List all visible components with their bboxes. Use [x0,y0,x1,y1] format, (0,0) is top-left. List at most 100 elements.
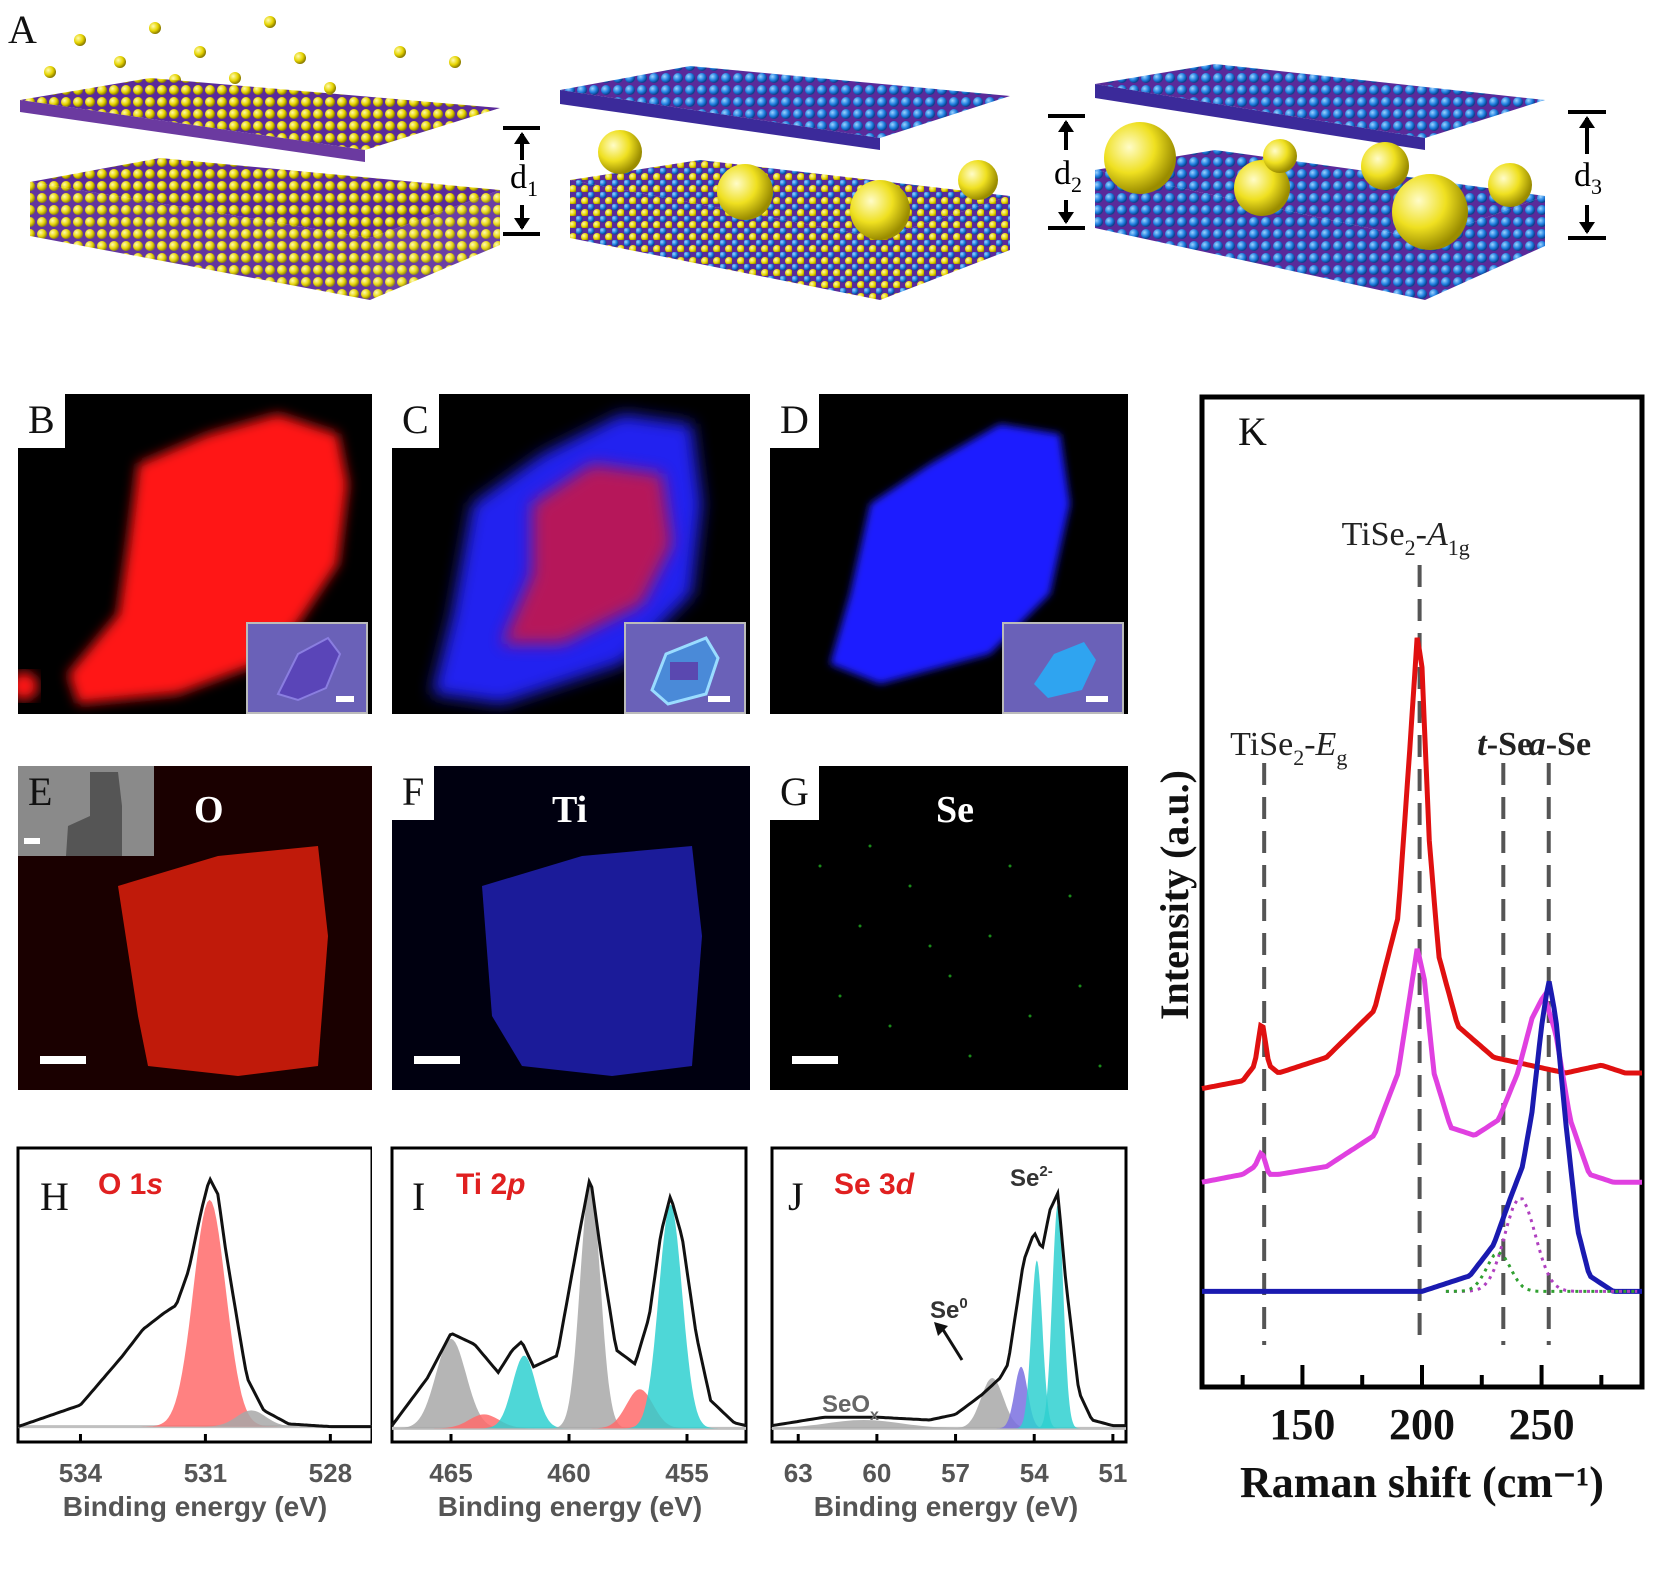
fit-component-curve [1445,1250,1638,1293]
peak-label: TiSe2-Eg [1230,726,1347,770]
panel-i-letter: I [412,1174,425,1219]
optical-inset [246,622,368,714]
x-tick-label: 200 [1389,1400,1455,1449]
x-tick-label: 455 [665,1458,708,1488]
xps-component-peak [420,1414,548,1429]
x-tick-label: 534 [59,1458,103,1488]
inset-scale-bar [708,696,730,702]
xps-fill-layer [770,1204,1126,1430]
panel-h-letter: H [40,1174,69,1219]
x-ticks: 63 60 57 54 51 [784,1434,1127,1488]
peak-label: a-Se [1529,726,1591,763]
inset-scale-bar [1086,696,1108,702]
spacing-label-1: d1 [510,159,538,201]
x-tick-label: 460 [547,1458,590,1488]
x-axis-label: Raman shift (cm⁻¹) [1240,1458,1604,1507]
xps-component-peak [547,1182,633,1429]
raman-series-line [1201,948,1642,1185]
spacing-marker-1 [503,126,540,236]
raman-series-line [1201,637,1642,1092]
inset-scale-bar [336,696,354,702]
scale-bar [414,1056,460,1064]
element-label-o: O [194,789,224,831]
panel-e-image: E E O [18,766,372,1090]
spacing-marker-2 [1048,114,1085,230]
titanium-map [482,846,702,1076]
xps-component-peak [945,1378,1040,1429]
x-tick-label: 531 [184,1458,227,1488]
optical-inset [624,622,746,714]
peak-label-se0: Se0 [930,1295,968,1324]
xps-component-peak [474,1355,574,1429]
structure-1 [20,16,500,300]
panel-i-xps: 465 460 455 I Ti 2p Binding energy (eV) [390,1146,748,1522]
plot-frame [770,1146,1128,1444]
raman-series-line [1202,980,1642,1294]
floating-se-atoms [44,16,461,94]
spacing-label-2: d2 [1054,155,1082,197]
panel-i-title: Ti 2p [456,1168,525,1201]
xps-component-peak [390,1338,515,1429]
panel-h-title: O 1s [98,1168,163,1201]
peak-labels: TiSe2-Eg TiSe2-A1g t-Sea-Se [1230,516,1591,770]
xps-fill-layer [390,1182,746,1430]
peak-guides [1262,565,1551,1345]
xps-component-peak [993,1366,1049,1429]
panel-e-letter-overlay: E [28,769,53,814]
oxygen-map [118,846,328,1076]
panel-b-image: B [18,394,372,714]
peak-label: TiSe2-A1g [1342,516,1470,560]
x-axis-label: Binding energy (eV) [63,1491,327,1522]
panel-c-letter: C [392,394,439,448]
xps-component-peak [1034,1204,1082,1429]
panel-a-structures: d1 d2 d3 [20,16,1606,300]
x-axis-label: Binding energy (eV) [814,1491,1078,1522]
x-ticks: 465 460 455 [429,1434,709,1488]
x-axis-label: Binding energy (eV) [438,1491,702,1522]
xps-component-peak [188,1410,314,1427]
panel-g-image: G Se [770,766,1128,1090]
panel-k-letter: K [1238,409,1267,454]
scale-bar [40,1056,86,1064]
x-tick-label: 51 [1098,1458,1127,1488]
panel-a-letter: A [8,7,37,52]
x-tick-label: 57 [941,1458,970,1488]
fit-component-curve [1445,1197,1638,1293]
xps-envelope [17,1175,372,1429]
peak-label-se2: Se2- [1010,1163,1053,1192]
element-label-ti: Ti [552,789,588,831]
y-axis-label: Intensity (a.u.) [1152,770,1197,1020]
panel-f-letter: F [392,766,435,820]
panel-k-raman: 150 200 250 TiSe2-Eg TiSe2-A1g t-Sea-Se K In… [1152,394,1645,1507]
optical-inset [1002,622,1124,714]
x-ticks: 150 200 250 [1240,1365,1604,1449]
x-tick-label: 63 [784,1458,813,1488]
se0-arrowhead [934,1322,948,1336]
x-tick-label: 150 [1269,1400,1335,1449]
spacing-label-3: d3 [1574,157,1602,199]
structure-2 [560,66,1010,300]
peak-label: t-Se [1477,726,1532,763]
xps-component-peak [140,1199,279,1427]
inset-scale-bar [24,838,40,844]
panel-b-letter: B [18,394,65,448]
panel-h-xps: 534 531 528 H O 1s Binding energy (eV) [16,1146,372,1522]
x-tick-label: 250 [1509,1400,1575,1449]
panel-j-title: Se 3d [834,1168,915,1201]
xps-envelope [390,1176,747,1428]
x-tick-label: 465 [429,1458,472,1488]
xps-envelope [771,1187,1126,1428]
plot-frame [16,1146,372,1444]
sem-inset [18,766,154,856]
panel-g-letter: G [770,766,819,820]
peak-label-seox: SeOx [822,1391,879,1424]
xps-component-peak [620,1204,720,1429]
blue-flake [830,424,1070,684]
red-core [502,464,672,644]
panel-f-image: F Ti [392,766,750,1090]
spacing-marker-3 [1568,110,1606,240]
x-tick-label: 528 [309,1458,352,1488]
raman-spectra [1201,637,1642,1294]
panel-d-letter: D [770,394,819,448]
structure-3 [1095,64,1545,300]
